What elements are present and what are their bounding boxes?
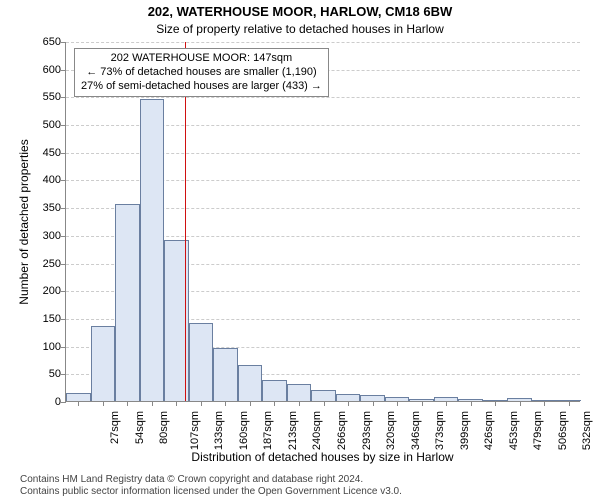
histogram-bar: [213, 348, 238, 401]
x-tick-mark: [225, 401, 226, 406]
x-tick-mark: [201, 401, 202, 406]
x-tick-mark: [103, 401, 104, 406]
y-tick-label: 50: [49, 368, 66, 380]
plot-area: 0501001502002503003504004505005506006502…: [65, 42, 580, 402]
histogram-bar: [311, 390, 336, 401]
y-tick-label: 650: [43, 36, 66, 48]
y-tick-label: 300: [43, 230, 66, 242]
y-tick-label: 400: [43, 174, 66, 186]
grid-line: [66, 42, 580, 43]
x-tick-label: 80sqm: [158, 411, 170, 444]
histogram-bar: [262, 380, 287, 401]
x-tick-mark: [152, 401, 153, 406]
x-tick-label: 320sqm: [385, 411, 397, 450]
y-tick-label: 450: [43, 147, 66, 159]
annotation-box: 202 WATERHOUSE MOOR: 147sqm ← 73% of det…: [74, 48, 329, 97]
x-tick-mark: [471, 401, 472, 406]
y-tick-label: 600: [43, 64, 66, 76]
x-axis-label: Distribution of detached houses by size …: [65, 450, 580, 464]
x-tick-mark: [520, 401, 521, 406]
x-tick-mark: [544, 401, 545, 406]
x-tick-mark: [569, 401, 570, 406]
x-tick-label: 54sqm: [134, 411, 146, 444]
x-tick-label: 532sqm: [581, 411, 593, 450]
x-tick-label: 240sqm: [312, 411, 324, 450]
x-tick-label: 426sqm: [483, 411, 495, 450]
x-tick-mark: [78, 401, 79, 406]
x-tick-label: 346sqm: [410, 411, 422, 450]
x-tick-mark: [495, 401, 496, 406]
annotation-line2: ← 73% of detached houses are smaller (1,…: [81, 66, 322, 80]
x-tick-label: 160sqm: [238, 411, 250, 450]
y-tick-label: 350: [43, 202, 66, 214]
y-tick-label: 0: [55, 396, 66, 408]
chart-container: 202, WATERHOUSE MOOR, HARLOW, CM18 6BW S…: [0, 0, 600, 500]
x-tick-label: 293sqm: [361, 411, 373, 450]
x-tick-mark: [348, 401, 349, 406]
x-tick-label: 213sqm: [287, 411, 299, 450]
x-tick-label: 479sqm: [532, 411, 544, 450]
histogram-bar: [238, 365, 263, 401]
x-tick-mark: [324, 401, 325, 406]
histogram-bar: [140, 99, 165, 401]
x-tick-mark: [250, 401, 251, 406]
x-tick-mark: [397, 401, 398, 406]
footer-line1: Contains HM Land Registry data © Crown c…: [20, 474, 600, 486]
chart-footer: Contains HM Land Registry data © Crown c…: [0, 474, 600, 498]
histogram-bar: [287, 384, 312, 401]
x-tick-label: 266sqm: [336, 411, 348, 450]
x-tick-mark: [422, 401, 423, 406]
y-axis-label: Number of detached properties: [17, 122, 31, 322]
x-tick-label: 133sqm: [213, 411, 225, 450]
x-tick-mark: [446, 401, 447, 406]
x-tick-label: 373sqm: [434, 411, 446, 450]
histogram-bar: [115, 204, 140, 401]
chart-subtitle: Size of property relative to detached ho…: [0, 22, 600, 36]
histogram-bar: [189, 323, 214, 401]
x-tick-label: 27sqm: [109, 411, 121, 444]
x-tick-mark: [274, 401, 275, 406]
y-tick-label: 500: [43, 119, 66, 131]
y-tick-label: 250: [43, 258, 66, 270]
x-tick-label: 187sqm: [263, 411, 275, 450]
y-tick-label: 200: [43, 285, 66, 297]
footer-line2: Contains public sector information licen…: [20, 486, 600, 498]
y-tick-label: 550: [43, 91, 66, 103]
y-tick-label: 100: [43, 341, 66, 353]
histogram-bar: [336, 394, 361, 401]
histogram-bar: [91, 326, 116, 401]
x-tick-label: 399sqm: [459, 411, 471, 450]
annotation-line1: 202 WATERHOUSE MOOR: 147sqm: [81, 52, 322, 66]
x-tick-label: 453sqm: [508, 411, 520, 450]
chart-title-address: 202, WATERHOUSE MOOR, HARLOW, CM18 6BW: [0, 4, 600, 19]
x-tick-mark: [299, 401, 300, 406]
x-tick-label: 107sqm: [189, 411, 201, 450]
x-tick-mark: [373, 401, 374, 406]
x-tick-mark: [127, 401, 128, 406]
annotation-line3: 27% of semi-detached houses are larger (…: [81, 80, 322, 94]
x-tick-label: 506sqm: [557, 411, 569, 450]
x-tick-mark: [176, 401, 177, 406]
y-tick-label: 150: [43, 313, 66, 325]
histogram-bar: [66, 393, 91, 401]
